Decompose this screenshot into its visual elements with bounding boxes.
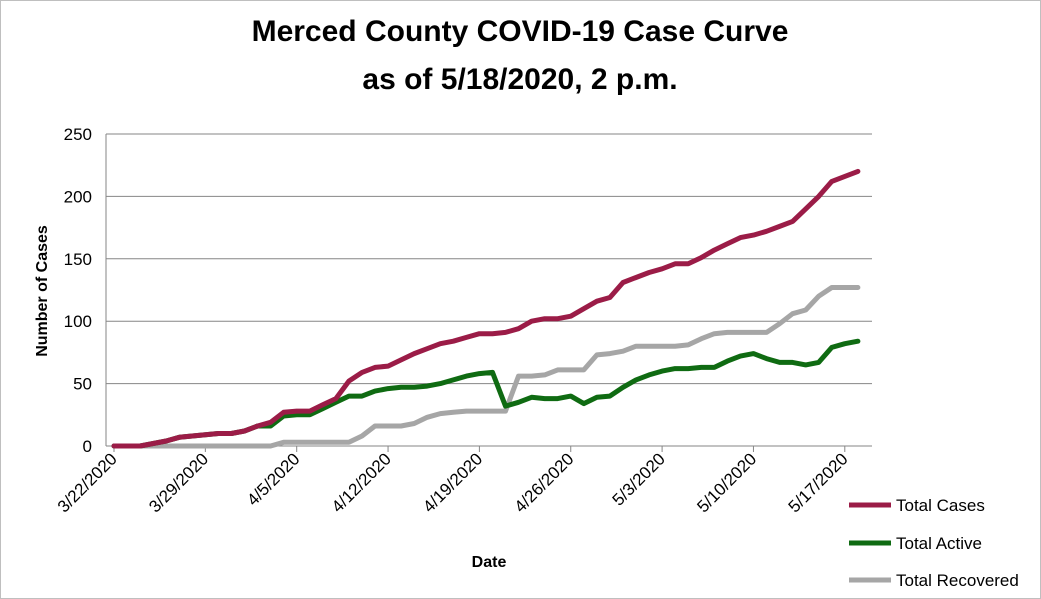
legend-label: Total Recovered <box>896 571 1019 590</box>
x-tick-label: 5/17/2020 <box>785 449 852 516</box>
legend-label: Total Active <box>896 534 982 553</box>
y-tick-label: 150 <box>64 250 92 269</box>
x-tick-label: 4/26/2020 <box>511 449 578 516</box>
y-tick-label: 100 <box>64 312 92 331</box>
x-tick-label: 4/5/2020 <box>243 449 303 509</box>
y-tick-label: 250 <box>64 125 92 144</box>
x-tick-label: 4/12/2020 <box>328 449 395 516</box>
y-tick-label: 50 <box>73 375 92 394</box>
x-tick-labels: 3/22/2020 3/29/2020 4/5/2020 4/12/2020 4/19/… <box>54 449 852 516</box>
y-tick-labels: 0 50 100 150 200 250 <box>64 125 92 456</box>
x-axis-label: Date <box>472 554 507 571</box>
gridlines <box>106 133 872 447</box>
y-axis-label: Number of Cases <box>34 225 51 357</box>
legend: Total Cases Total Active Total Recovered <box>849 496 1019 590</box>
x-axis <box>105 134 846 452</box>
series-lines <box>111 168 861 449</box>
x-tick-label: 4/19/2020 <box>419 449 486 516</box>
x-tick-label: 5/3/2020 <box>609 449 669 509</box>
x-tick-label: 3/22/2020 <box>54 449 121 516</box>
series-line-total-recovered <box>111 285 861 449</box>
series-line-total-cases <box>111 168 861 449</box>
y-tick-label: 200 <box>64 187 92 206</box>
x-tick-label: 3/29/2020 <box>145 449 212 516</box>
x-tick-label: 5/10/2020 <box>693 449 760 516</box>
y-tick-label: 0 <box>83 437 92 456</box>
chart-title-line-1: Merced County COVID-19 Case Curve <box>252 15 789 48</box>
legend-label: Total Cases <box>896 496 985 515</box>
chart-title-line-2: as of 5/18/2020, 2 p.m. <box>362 63 677 96</box>
series-line-total-active <box>111 338 861 449</box>
